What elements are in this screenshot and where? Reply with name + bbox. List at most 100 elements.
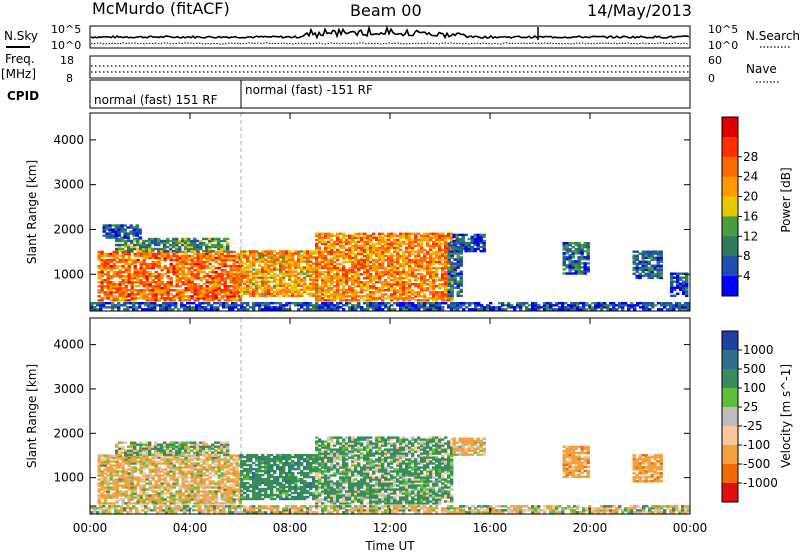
data-cell [185, 454, 188, 456]
data-cell [131, 466, 134, 468]
data-cell [155, 460, 158, 462]
data-cell [273, 295, 276, 297]
data-cell [657, 308, 660, 310]
data-cell [209, 267, 212, 269]
data-cell [114, 304, 117, 306]
data-cell [132, 302, 135, 304]
data-cell [432, 277, 435, 279]
data-cell [387, 265, 390, 267]
data-cell [212, 474, 215, 476]
data-cell [136, 248, 139, 250]
data-cell [107, 259, 110, 261]
data-cell [118, 448, 121, 450]
data-cell [128, 289, 131, 291]
data-cell [303, 273, 306, 275]
data-cell [303, 260, 306, 262]
data-cell [315, 297, 318, 299]
data-cell [161, 253, 164, 255]
data-cell [206, 478, 209, 480]
data-cell [231, 304, 234, 306]
data-cell [140, 476, 143, 478]
data-cell [200, 253, 203, 255]
data-cell [211, 244, 214, 246]
data-cell [342, 233, 345, 235]
data-cell [453, 234, 456, 236]
data-cell [633, 255, 636, 257]
data-cell [303, 277, 306, 279]
data-cell [163, 240, 166, 242]
data-cell [112, 228, 115, 230]
data-cell [309, 304, 312, 306]
data-cell [209, 253, 212, 255]
data-cell [153, 304, 156, 306]
data-cell [621, 304, 624, 306]
data-cell [471, 302, 474, 304]
data-cell [179, 484, 182, 486]
data-cell [230, 454, 233, 456]
data-cell [261, 283, 264, 285]
data-cell [435, 239, 438, 241]
data-cell [105, 306, 108, 308]
data-cell [230, 472, 233, 474]
data-cell [363, 299, 366, 301]
data-cell [255, 268, 258, 270]
data-cell [336, 302, 339, 304]
data-cell [288, 271, 291, 273]
data-cell [372, 243, 375, 245]
data-cell [221, 253, 224, 255]
data-cell [128, 293, 131, 295]
data-cell [673, 287, 676, 289]
data-cell [127, 250, 130, 252]
data-cell [224, 470, 227, 472]
y-tick-label: 1000 [53, 267, 84, 281]
data-cell [176, 456, 179, 458]
data-cell [312, 266, 315, 268]
data-cell [279, 250, 282, 252]
data-cell [243, 283, 246, 285]
data-cell [351, 245, 354, 247]
data-cell [549, 304, 552, 306]
data-cell [252, 302, 255, 304]
data-cell [158, 273, 161, 275]
data-cell [158, 460, 161, 462]
data-cell [140, 291, 143, 293]
data-cell [191, 484, 194, 486]
data-cell [173, 265, 176, 267]
data-cell [124, 250, 127, 252]
data-cell [360, 239, 363, 241]
data-cell [303, 266, 306, 268]
data-cell [429, 277, 432, 279]
data-cell [420, 291, 423, 293]
data-cell [170, 277, 173, 279]
data-cell [444, 302, 447, 304]
data-cell [146, 253, 149, 255]
data-cell [501, 302, 504, 304]
data-cell [146, 263, 149, 265]
data-cell [185, 273, 188, 275]
data-cell [297, 250, 300, 252]
data-cell [264, 250, 267, 252]
data-cell [167, 500, 170, 502]
data-cell [648, 308, 651, 310]
data-cell [492, 306, 495, 308]
data-cell [288, 302, 291, 304]
data-cell [110, 486, 113, 488]
data-cell [363, 259, 366, 261]
data-cell [206, 265, 209, 267]
data-cell [432, 302, 435, 304]
data-cell [381, 281, 384, 283]
data-cell [282, 250, 285, 252]
data-cell [384, 293, 387, 295]
nave-tick-top: 60 [708, 54, 722, 67]
data-cell [149, 291, 152, 293]
data-cell [408, 253, 411, 255]
data-cell [666, 308, 669, 310]
data-cell [98, 291, 101, 293]
data-cell [208, 238, 211, 240]
data-cell [480, 234, 483, 236]
data-cell [227, 470, 230, 472]
data-cell [375, 259, 378, 261]
data-cell [179, 267, 182, 269]
data-cell [675, 302, 678, 304]
data-cell [215, 253, 218, 255]
